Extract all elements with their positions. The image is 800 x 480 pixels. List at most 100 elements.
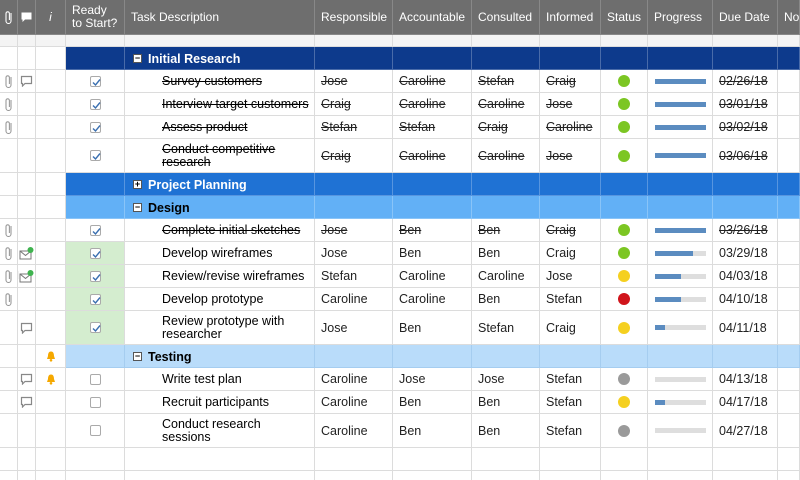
group-row: − Initial Research: [0, 47, 800, 70]
task-description: Assess product: [162, 120, 248, 134]
progress-track: [655, 227, 706, 233]
reminder-icon[interactable]: [45, 373, 57, 385]
informed-text: Craig: [546, 246, 576, 260]
responsible-text: Jose: [321, 74, 348, 88]
cell: Ben: [393, 242, 472, 265]
cell: [601, 139, 648, 173]
column-header[interactable]: Not: [778, 0, 800, 35]
cell: Jose: [315, 311, 393, 345]
message-icon[interactable]: [19, 269, 34, 283]
responsible-text: Jose: [321, 246, 348, 260]
ready-checkbox[interactable]: [89, 270, 101, 282]
attachment-icon[interactable]: [4, 269, 13, 284]
comment-icon[interactable]: [20, 75, 33, 88]
column-header[interactable]: [18, 0, 36, 35]
comment-icon[interactable]: [20, 373, 33, 386]
attachment-icon[interactable]: [4, 292, 13, 307]
cell: [393, 196, 472, 219]
ready-checkbox[interactable]: [89, 75, 101, 87]
spacer-cell: [36, 35, 66, 47]
ready-checkbox[interactable]: [89, 322, 101, 333]
expand-toggle[interactable]: −: [133, 351, 142, 361]
ready-checkbox[interactable]: [89, 224, 101, 236]
responsible-text: Stefan: [321, 120, 358, 134]
cell: [778, 414, 800, 448]
progress-track: [655, 124, 706, 130]
cell: 02/26/18: [713, 70, 778, 93]
cell: [36, 70, 66, 93]
ready-checkbox[interactable]: [89, 247, 101, 259]
column-header[interactable]: Due Date: [713, 0, 778, 35]
empty-cell: [601, 448, 648, 471]
column-header[interactable]: Informed: [540, 0, 601, 35]
expand-toggle[interactable]: −: [133, 202, 142, 212]
cell: [36, 265, 66, 288]
ready-checkbox[interactable]: [89, 150, 101, 161]
attachment-icon[interactable]: [4, 97, 13, 112]
ready-checkbox[interactable]: [89, 121, 101, 133]
cell: [601, 391, 648, 414]
cell: [778, 70, 800, 93]
attachment-icon[interactable]: [4, 223, 13, 238]
expand-toggle[interactable]: +: [133, 179, 142, 189]
cell: [648, 116, 713, 139]
status-dot: [618, 121, 630, 133]
cell: Craig: [472, 116, 540, 139]
attachment-icon[interactable]: [4, 120, 13, 135]
cell: Caroline: [393, 70, 472, 93]
column-header[interactable]: Progress: [648, 0, 713, 35]
comment-icon[interactable]: [20, 396, 33, 409]
cell: [778, 368, 800, 391]
cell: 04/17/18: [713, 391, 778, 414]
comment-icon[interactable]: [20, 322, 33, 334]
cell: [0, 242, 18, 265]
ready-checkbox[interactable]: [89, 98, 101, 110]
column-header[interactable]: [0, 0, 18, 35]
column-header[interactable]: Accountable: [393, 0, 472, 35]
empty-cell: [778, 471, 800, 480]
cell: [125, 242, 315, 265]
column-header[interactable]: Consulted: [472, 0, 540, 35]
cell: [66, 93, 125, 116]
responsible-text: Craig: [321, 97, 351, 111]
cell: [713, 196, 778, 219]
task-description: Complete initial sketches: [162, 223, 301, 237]
task-row: Jose Ben Ben Craig 03/26/18 Complete initial …: [0, 219, 800, 242]
column-header[interactable]: i: [36, 0, 66, 35]
ready-checkbox[interactable]: [89, 293, 101, 305]
spacer-cell: [601, 35, 648, 47]
message-icon[interactable]: [19, 246, 34, 260]
reminder-icon[interactable]: [45, 350, 57, 362]
attachment-icon[interactable]: [4, 74, 13, 89]
expand-toggle[interactable]: −: [133, 53, 142, 63]
cell: [66, 196, 125, 219]
attachment-header-icon[interactable]: [4, 10, 13, 25]
attachment-icon[interactable]: [4, 246, 13, 261]
cell: [393, 173, 472, 196]
ready-checkbox[interactable]: [89, 425, 101, 436]
ready-checkbox[interactable]: [89, 396, 101, 408]
informed-text: Craig: [546, 223, 576, 237]
ready-checkbox[interactable]: [89, 373, 101, 385]
cell: Stefan: [315, 265, 393, 288]
cell: [648, 368, 713, 391]
cell: Caroline: [472, 93, 540, 116]
empty-cell: [125, 448, 315, 471]
consulted-text: Ben: [478, 292, 501, 306]
consulted-text: Ben: [478, 246, 501, 260]
column-header[interactable]: Responsible: [315, 0, 393, 35]
column-header[interactable]: Ready to Start?: [66, 0, 125, 35]
column-header[interactable]: Status: [601, 0, 648, 35]
due-text: 04/11/18: [719, 320, 767, 335]
cell: [0, 391, 18, 414]
column-header[interactable]: Task Description: [125, 0, 315, 35]
consulted-text: Caroline: [478, 148, 525, 163]
progress-bar: [655, 227, 706, 233]
cell: Jose: [540, 139, 601, 173]
cell: [713, 173, 778, 196]
cell: [36, 311, 66, 345]
cell: [0, 265, 18, 288]
comment-header-icon[interactable]: [20, 11, 33, 23]
consulted-text: Ben: [478, 223, 501, 237]
cell: Stefan: [540, 288, 601, 311]
